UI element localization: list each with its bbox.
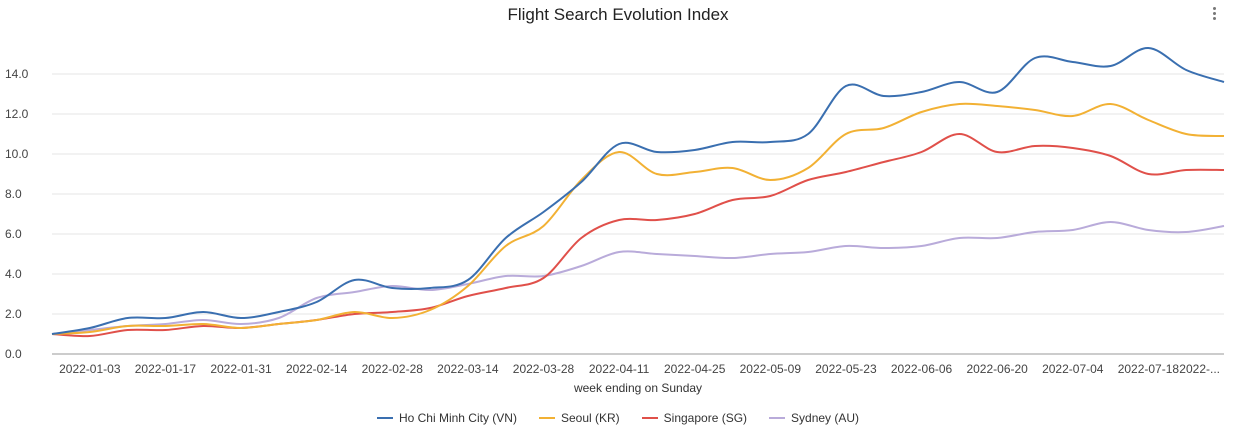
y-tick-label: 8.0 — [5, 187, 22, 201]
chart-title: Flight Search Evolution Index — [507, 5, 729, 24]
series-line-ho-chi-minh-city-vn — [51, 46, 1225, 335]
series-line-sydney-au — [51, 221, 1225, 335]
x-tick-label: 2022-02-14 — [286, 362, 348, 376]
y-tick-label: 12.0 — [5, 107, 29, 121]
x-axis-label: week ending on Sunday — [573, 381, 702, 395]
x-tick-label: 2022-01-31 — [210, 362, 272, 376]
x-tick-label: 2022-... — [1179, 362, 1220, 376]
y-tick-label: 14.0 — [5, 67, 29, 81]
legend-item[interactable]: Sydney (AU) — [769, 411, 859, 425]
x-tick-label: 2022-06-06 — [891, 362, 953, 376]
legend-item[interactable]: Seoul (KR) — [538, 411, 620, 425]
x-tick-label: 2022-05-23 — [815, 362, 877, 376]
series-line-seoul-kr — [51, 102, 1225, 335]
x-tick-label: 2022-03-28 — [513, 362, 575, 376]
legend-label: Sydney (AU) — [791, 411, 860, 425]
y-tick-label: 2.0 — [5, 307, 22, 321]
x-tick-label: 2022-05-09 — [740, 362, 802, 376]
legend-swatch — [641, 417, 658, 419]
x-tick-label: 2022-03-14 — [437, 362, 499, 376]
y-tick-label: 10.0 — [5, 147, 29, 161]
series-line-singapore-sg — [51, 133, 1225, 338]
legend-swatch — [538, 417, 555, 419]
x-tick-label: 2022-06-20 — [966, 362, 1028, 376]
x-tick-label: 2022-01-17 — [135, 362, 197, 376]
x-tick-label: 2022-04-11 — [589, 362, 650, 376]
more-options-icon[interactable] — [1206, 4, 1222, 22]
x-tick-label: 2022-07-04 — [1042, 362, 1104, 376]
x-tick-label: 2022-07-18 — [1118, 362, 1180, 376]
legend-label: Seoul (KR) — [560, 411, 620, 425]
y-tick-label: 6.0 — [5, 227, 22, 241]
legend-swatch — [376, 417, 393, 419]
y-tick-label: 4.0 — [5, 267, 22, 281]
legend-label: Singapore (SG) — [663, 411, 748, 425]
chart-legend: Ho Chi Minh City (VN) Seoul (KR) Singapore… — [0, 411, 1236, 425]
legend-item[interactable]: Ho Chi Minh City (VN) — [376, 411, 517, 425]
x-tick-label: 2022-04-25 — [664, 362, 726, 376]
legend-label: Ho Chi Minh City (VN) — [398, 411, 517, 425]
x-tick-label: 2022-01-03 — [59, 362, 121, 376]
legend-swatch — [769, 417, 786, 419]
x-tick-label: 2022-02-28 — [362, 362, 424, 376]
y-tick-label: 0.0 — [5, 347, 22, 361]
legend-item[interactable]: Singapore (SG) — [641, 411, 748, 425]
